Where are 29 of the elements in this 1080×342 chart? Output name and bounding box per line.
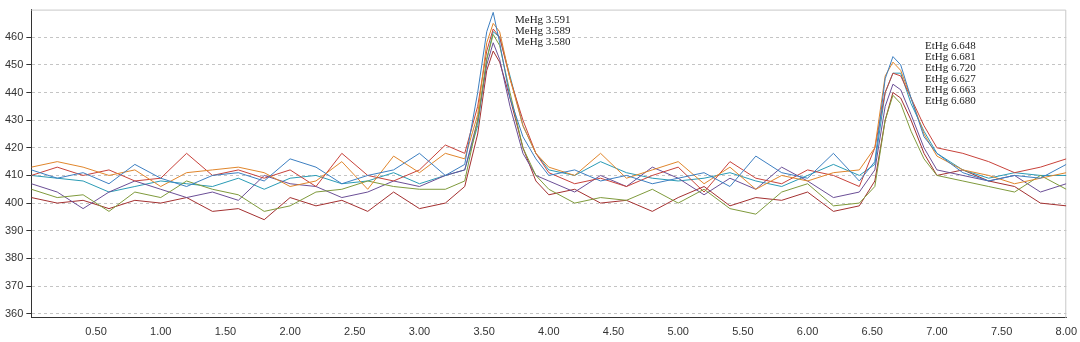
x-tick-label: 7.50 — [990, 325, 1013, 338]
x-tick-label: 3.00 — [408, 325, 431, 338]
y-tick-label: 420 — [4, 140, 24, 153]
x-tick-label: 1.50 — [214, 325, 237, 338]
x-tick-label: 8.00 — [1055, 325, 1078, 338]
y-tick-label: 430 — [4, 113, 24, 126]
x-tick-label: 0.50 — [85, 325, 107, 338]
y-tick-label: 400 — [4, 196, 24, 209]
x-tick-label: 2.00 — [279, 325, 301, 338]
x-tick-label: 5.50 — [732, 325, 754, 338]
x-tick-label: 6.50 — [861, 325, 883, 338]
x-tick-label: 7.00 — [926, 325, 948, 338]
annotation: EtHg 6.648 — [925, 38, 977, 51]
y-tick-label: 390 — [4, 223, 24, 236]
y-tick-label: 370 — [4, 279, 24, 292]
x-tick-label: 5.00 — [667, 325, 689, 338]
x-tick-label: 1.00 — [150, 325, 172, 338]
annotation: MeHg 3.591 — [515, 12, 571, 25]
y-tick-label: 380 — [4, 251, 24, 264]
x-tick-label: 6.00 — [796, 325, 819, 338]
y-tick-label: 410 — [4, 168, 24, 181]
y-tick-label: 460 — [4, 30, 24, 43]
x-tick-label: 2.50 — [344, 325, 366, 338]
x-tick-label: 3.50 — [473, 325, 495, 338]
x-tick-label: 4.50 — [602, 325, 625, 338]
x-tick-label: 4.00 — [538, 325, 560, 338]
y-tick-label: 440 — [4, 85, 24, 98]
y-tick-label: 360 — [4, 306, 24, 319]
y-tick-label: 450 — [4, 57, 24, 70]
